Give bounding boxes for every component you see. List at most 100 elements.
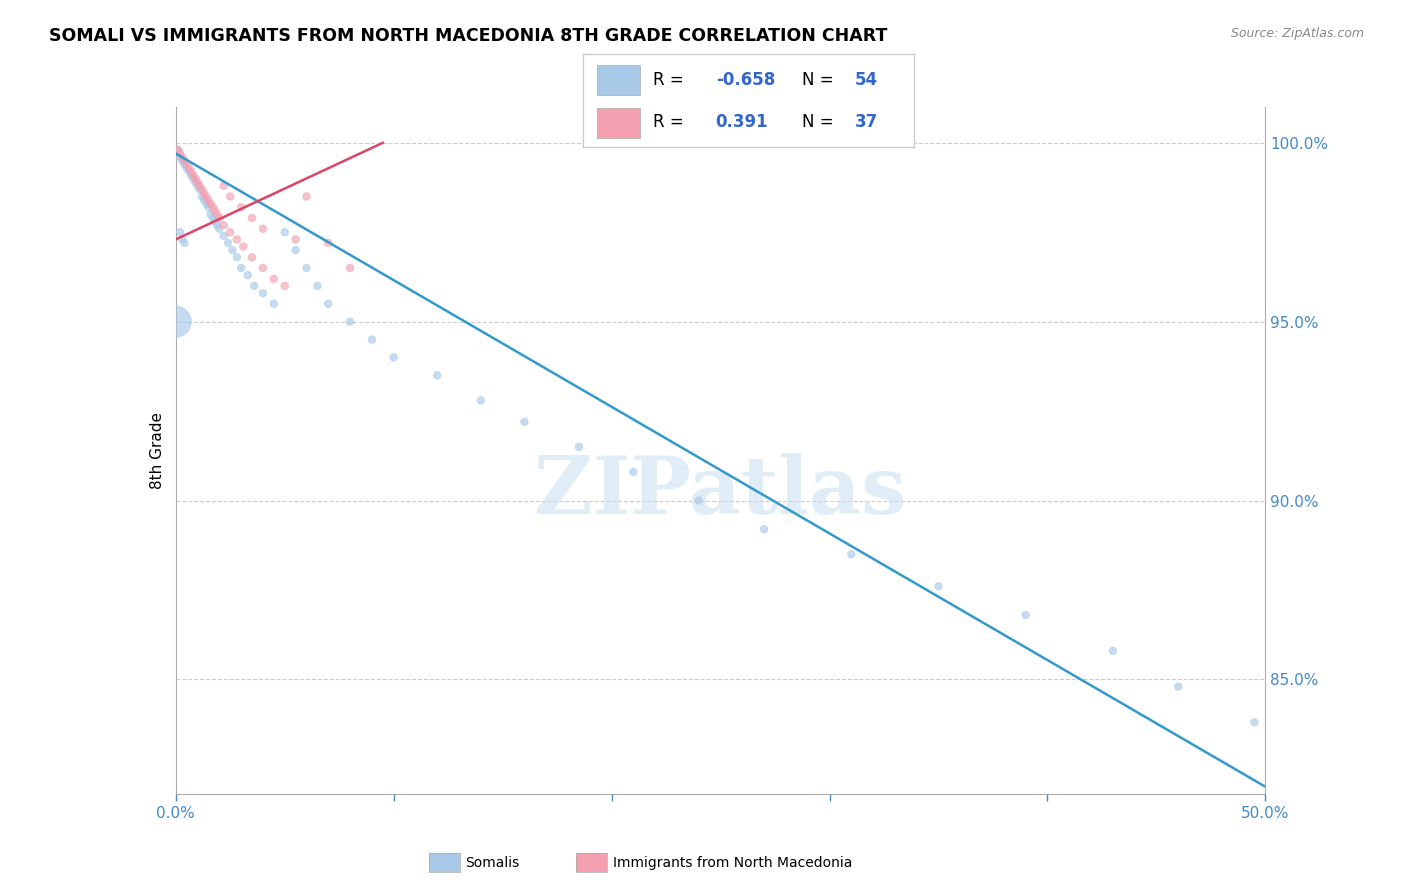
Point (928, 579, 950, 593)
Point (470, 393, 492, 408)
Point (252, 286, 274, 301)
Text: ZIPatlas: ZIPatlas (534, 452, 907, 531)
FancyBboxPatch shape (596, 65, 640, 95)
Point (169, 225, 191, 239)
Point (318, 297, 340, 311)
Text: 54: 54 (855, 70, 877, 88)
Point (621, 465, 644, 479)
Point (191, 182, 214, 196)
Text: Immigrants from North Macedonia: Immigrants from North Macedonia (613, 855, 852, 870)
Point (688, 493, 710, 508)
Point (274, 279, 297, 293)
Text: SOMALI VS IMMIGRANTS FROM NORTH MACEDONIA 8TH GRADE CORRELATION CHART: SOMALI VS IMMIGRANTS FROM NORTH MACEDONI… (49, 27, 887, 45)
Point (263, 271, 285, 285)
Point (184, 171, 207, 186)
Text: -0.658: -0.658 (716, 70, 775, 88)
Text: R =: R = (652, 70, 683, 88)
Point (841, 547, 863, 561)
Point (173, 235, 195, 250)
Point (188, 182, 211, 196)
Point (200, 207, 222, 221)
Point (172, 150, 194, 164)
Point (169, 150, 191, 164)
Point (197, 200, 219, 214)
Point (201, 200, 224, 214)
Point (180, 164, 202, 178)
Point (382, 351, 405, 365)
Text: Somalis: Somalis (465, 855, 520, 870)
Point (201, 211, 224, 225)
Point (212, 218, 235, 232)
Point (240, 211, 263, 225)
Point (219, 225, 242, 239)
Point (172, 153, 194, 168)
Point (1243, 715, 1265, 730)
Point (172, 232, 194, 246)
Point (177, 164, 200, 178)
Point (191, 189, 214, 203)
Text: N =: N = (801, 70, 834, 88)
Point (263, 297, 285, 311)
Point (1102, 644, 1125, 658)
Point (208, 211, 231, 225)
Point (295, 260, 318, 275)
Point (1015, 607, 1038, 622)
Point (225, 250, 247, 264)
Point (274, 225, 297, 239)
Point (188, 178, 211, 193)
Point (176, 161, 198, 175)
Point (252, 221, 274, 235)
Point (236, 268, 259, 282)
Point (339, 315, 361, 329)
Point (186, 175, 209, 189)
Point (426, 368, 449, 383)
Point (173, 157, 195, 171)
Point (1167, 680, 1189, 694)
Point (217, 235, 239, 250)
Point (195, 196, 218, 211)
Point (167, 143, 190, 157)
Point (231, 200, 253, 214)
Point (240, 250, 263, 264)
Point (193, 193, 215, 207)
Point (197, 193, 219, 207)
Point (181, 171, 204, 186)
Point (177, 161, 200, 175)
Point (195, 189, 218, 203)
Point (232, 239, 254, 253)
Point (205, 218, 228, 232)
Point (208, 221, 231, 235)
Point (284, 232, 307, 246)
Point (231, 260, 253, 275)
Point (284, 243, 307, 257)
Point (318, 235, 340, 250)
Point (181, 168, 204, 182)
Point (212, 228, 235, 243)
Y-axis label: 8th Grade: 8th Grade (149, 412, 165, 489)
Point (184, 175, 207, 189)
Point (165, 315, 187, 329)
Point (225, 232, 247, 246)
Text: 0.391: 0.391 (716, 113, 768, 131)
Point (212, 178, 235, 193)
Point (173, 153, 195, 168)
Point (568, 440, 591, 454)
Point (176, 157, 198, 171)
Point (204, 214, 226, 228)
Point (513, 415, 536, 429)
Text: 37: 37 (855, 113, 877, 131)
Point (180, 168, 202, 182)
Point (754, 522, 776, 536)
Point (339, 260, 361, 275)
Point (360, 333, 382, 347)
Point (193, 186, 215, 200)
Text: R =: R = (652, 113, 683, 131)
Point (200, 196, 222, 211)
Point (204, 203, 226, 218)
Point (307, 279, 329, 293)
Point (295, 189, 318, 203)
Point (243, 279, 266, 293)
FancyBboxPatch shape (596, 108, 640, 138)
Point (221, 243, 243, 257)
Point (205, 207, 228, 221)
